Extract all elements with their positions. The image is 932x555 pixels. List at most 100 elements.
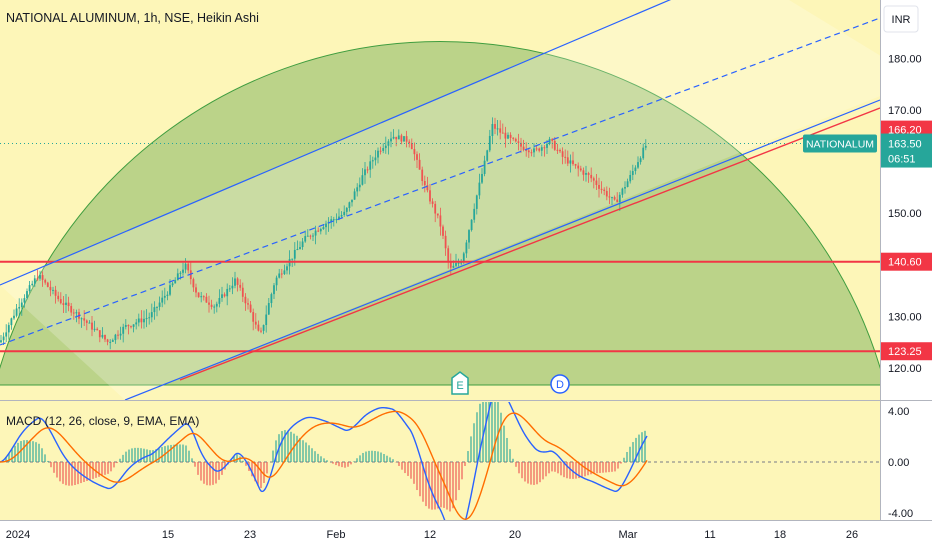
candle-body	[262, 325, 265, 331]
candle-body	[507, 134, 509, 139]
candle-body	[572, 160, 574, 165]
channel-lower-line[interactable]	[124, 99, 880, 400]
overlay-layer	[0, 0, 880, 400]
candle-body	[143, 318, 145, 323]
candle-body	[49, 286, 52, 291]
candle-body	[174, 280, 177, 284]
candle-body	[540, 147, 543, 151]
candle-body	[369, 161, 372, 170]
candle-body	[184, 263, 187, 270]
time-axis[interactable]: 2024 15 23 Feb 12 20 Mar 11 18 26	[6, 529, 858, 541]
macd-legend: MACD (12, 26, close, 9, EMA, EMA)	[6, 414, 199, 428]
event-marker-label: E	[456, 380, 463, 392]
candle-body	[156, 306, 158, 308]
candle-body	[543, 147, 546, 149]
candle-body	[517, 141, 520, 143]
candle-body	[356, 187, 359, 192]
candle-body	[148, 317, 151, 319]
candle-body	[338, 216, 340, 220]
candle-body	[153, 307, 156, 313]
candle-body	[577, 165, 580, 169]
candle-body	[533, 148, 535, 153]
candle-body	[551, 138, 554, 141]
channel-mid-line[interactable]	[0, 17, 880, 346]
channel-upper-line[interactable]	[0, 0, 740, 286]
event-marker-e[interactable]: E	[451, 371, 469, 395]
price-tick-label: 120.00	[888, 363, 922, 375]
candle-body	[587, 173, 590, 175]
candle-body	[124, 325, 127, 327]
candle-body	[345, 207, 348, 212]
candle-body	[325, 223, 327, 228]
candle-body	[23, 298, 26, 303]
candle-body	[135, 322, 138, 325]
currency-button[interactable]: INR	[883, 5, 919, 33]
candle-body	[608, 196, 611, 198]
event-marker-d[interactable]: D	[550, 374, 570, 394]
candle-body	[527, 150, 530, 153]
candle-body	[382, 148, 385, 151]
candle-body	[145, 318, 148, 320]
candle-body	[512, 137, 515, 139]
candle-body	[202, 296, 205, 298]
candle-body	[319, 228, 322, 232]
time-tick-label: Mar	[619, 529, 638, 541]
macd-tick-label: 0.00	[888, 457, 909, 469]
time-tick-label: 18	[774, 529, 786, 541]
candle-body	[624, 186, 626, 189]
candle-body	[197, 292, 200, 298]
candle-body	[247, 303, 249, 305]
candle-body	[559, 150, 561, 152]
candles-layer	[0, 117, 647, 350]
trend-support-line[interactable]	[179, 107, 880, 381]
last-price-value: 163.50	[888, 139, 922, 151]
candle-body	[400, 135, 403, 142]
candle-body	[621, 188, 624, 195]
candle-body	[291, 258, 294, 260]
candle-body	[585, 173, 587, 175]
candle-body	[397, 135, 400, 140]
candle-body	[314, 230, 317, 236]
candle-body	[234, 278, 236, 286]
candle-body	[447, 248, 450, 262]
candle-body	[514, 138, 517, 142]
candle-body	[418, 159, 421, 170]
candle-body	[106, 339, 109, 342]
candle-body	[351, 199, 353, 203]
macd-tick-label: -4.00	[888, 508, 913, 520]
candle-body	[189, 270, 192, 280]
candle-body	[176, 273, 179, 281]
candle-body	[371, 160, 374, 162]
candle-body	[59, 299, 62, 304]
candle-body	[5, 332, 8, 337]
candle-body	[15, 308, 18, 316]
candle-body	[377, 150, 379, 158]
level-price-value: 123.25	[888, 346, 922, 358]
time-tick-label: 2024	[6, 529, 30, 541]
candle-body	[457, 262, 460, 264]
candle-body	[33, 278, 36, 284]
time-tick-label: 15	[162, 529, 174, 541]
candle-body	[244, 296, 247, 304]
candle-body	[548, 138, 551, 144]
candle-body	[598, 184, 600, 189]
candle-body	[595, 180, 598, 185]
candle-body	[384, 145, 387, 149]
candle-body	[228, 288, 231, 290]
level-price-value: 140.60	[888, 257, 922, 269]
level-price-tag: 123.25	[881, 342, 932, 361]
candle-body	[179, 272, 182, 274]
candle-body	[644, 145, 647, 148]
candle-body	[358, 184, 361, 188]
candle-body	[374, 157, 377, 161]
candle-body	[312, 235, 314, 237]
candle-body	[254, 321, 257, 325]
macd-line	[0, 402, 648, 520]
candle-body	[322, 227, 325, 229]
candle-body	[208, 302, 210, 305]
candle-body	[200, 296, 203, 298]
candle-body	[91, 322, 93, 330]
candle-body	[530, 152, 533, 154]
